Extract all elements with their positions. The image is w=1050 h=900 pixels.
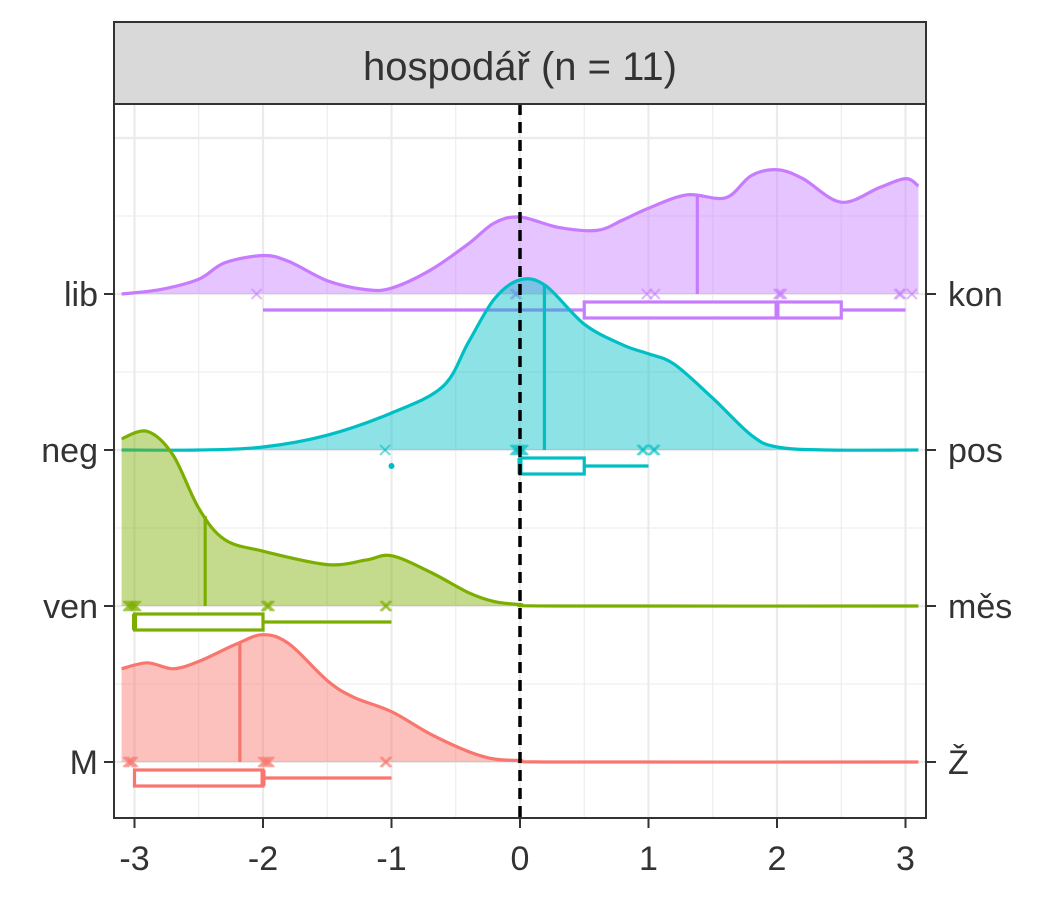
data-point <box>647 444 660 456</box>
data-point-stroke <box>128 600 141 612</box>
data-point <box>772 288 785 300</box>
data-point-stroke <box>647 444 660 456</box>
data-point-stroke <box>637 444 650 456</box>
series-M <box>121 633 919 788</box>
data-point-stroke <box>379 756 391 768</box>
box-iqr <box>518 456 586 476</box>
data-point <box>379 444 391 456</box>
data-point-stroke <box>263 600 276 612</box>
density-curve <box>121 429 919 608</box>
data-point <box>636 444 648 456</box>
data-point <box>127 756 139 768</box>
y-tick-label-left: neg <box>41 432 98 470</box>
x-tick-label: -1 <box>376 840 406 878</box>
data-point <box>122 756 134 768</box>
data-point-stroke <box>130 600 142 612</box>
data-point <box>262 756 274 768</box>
data-point <box>127 600 139 612</box>
data-point <box>649 288 661 300</box>
data-point <box>258 756 271 768</box>
data-point <box>260 600 272 612</box>
data-point <box>263 756 276 768</box>
data-point-stroke <box>379 600 391 612</box>
data-point-stroke <box>772 288 785 300</box>
x-tick-label: 1 <box>639 840 658 878</box>
series-ven <box>121 429 919 632</box>
data-point-stroke <box>649 288 661 300</box>
data-point-stroke <box>636 444 648 456</box>
x-tick-label: 0 <box>511 840 530 878</box>
data-point-stroke <box>894 288 907 300</box>
data-point-stroke <box>122 756 134 768</box>
data-point <box>380 756 393 768</box>
data-point <box>380 600 393 612</box>
data-point-stroke <box>262 756 274 768</box>
data-point-stroke <box>262 600 274 612</box>
data-point <box>894 288 907 300</box>
y-tick-label-right: měs <box>948 588 1012 626</box>
density-area <box>121 430 919 607</box>
x-tick-label: -3 <box>119 840 149 878</box>
data-point <box>906 288 918 300</box>
data-point <box>260 756 272 768</box>
data-point-stroke <box>260 600 272 612</box>
density-area <box>121 634 919 763</box>
data-point-stroke <box>649 444 661 456</box>
data-point <box>776 288 788 300</box>
data-point <box>637 444 650 456</box>
y-tick-label-right: pos <box>948 432 1003 470</box>
strip-background <box>113 21 927 105</box>
box-outlier <box>388 463 395 469</box>
density-curve <box>121 168 920 296</box>
data-point <box>125 600 138 612</box>
y-tick-label-left: M <box>70 744 98 782</box>
data-point-stroke <box>893 288 905 300</box>
x-tick-label: 3 <box>896 840 915 878</box>
data-point-stroke <box>127 600 139 612</box>
box-iqr <box>582 300 843 320</box>
data-point <box>379 600 391 612</box>
panel-title: hospodář (n = 11) <box>363 45 677 89</box>
data-point-stroke <box>260 756 272 768</box>
data-point <box>130 600 142 612</box>
data-point <box>250 288 263 300</box>
data-point-stroke <box>380 756 393 768</box>
data-point-stroke <box>379 444 391 456</box>
data-point-stroke <box>776 288 788 300</box>
data-point-stroke <box>125 600 138 612</box>
data-point-stroke <box>263 756 276 768</box>
x-tick-label: 2 <box>768 840 787 878</box>
data-point <box>774 288 786 300</box>
box-iqr <box>132 768 265 788</box>
data-point <box>893 288 905 300</box>
data-point-stroke <box>906 288 918 300</box>
data-point-stroke <box>127 756 139 768</box>
data-point-stroke <box>380 600 393 612</box>
y-tick-label-right: Ž <box>948 744 969 782</box>
data-point <box>125 756 138 768</box>
data-point-stroke <box>123 756 136 768</box>
data-point-stroke <box>258 756 271 768</box>
data-point-stroke <box>125 756 138 768</box>
y-tick-label-left: ven <box>43 588 98 626</box>
data-point <box>649 444 661 456</box>
x-tick-label: -2 <box>248 840 278 878</box>
data-point <box>123 756 136 768</box>
axes: -3 -2 -1 0 1 2 3 lib kon neg pos ven měs M Ž <box>41 276 1012 878</box>
data-point <box>263 600 276 612</box>
data-point-stroke <box>774 288 786 300</box>
data-point <box>128 600 141 612</box>
y-tick-label-left: lib <box>64 276 98 314</box>
box-iqr <box>132 612 265 632</box>
data-point <box>262 600 274 612</box>
data-point-stroke <box>250 288 263 300</box>
y-tick-label-right: kon <box>948 276 1003 314</box>
data-point <box>379 756 391 768</box>
